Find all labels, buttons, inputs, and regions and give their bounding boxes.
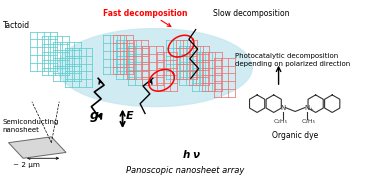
Text: Organic dye: Organic dye [272, 131, 318, 140]
Text: h: h [183, 150, 190, 160]
Text: Panoscopic nanosheet array: Panoscopic nanosheet array [126, 166, 244, 175]
Text: E: E [125, 111, 133, 121]
Text: N: N [304, 105, 310, 111]
Text: ν: ν [192, 150, 199, 160]
Text: Photocatalytic decomposition
depending on polarized direction: Photocatalytic decomposition depending o… [235, 53, 350, 67]
Text: Fast decomposition: Fast decomposition [103, 9, 187, 18]
Text: g: g [90, 109, 99, 122]
Text: C₂H₅: C₂H₅ [274, 119, 288, 124]
Text: ~ 2 μm: ~ 2 μm [13, 162, 40, 168]
Text: Slow decomposition: Slow decomposition [213, 9, 290, 18]
Text: +: + [308, 106, 313, 112]
Text: C₂H₅: C₂H₅ [302, 119, 316, 124]
Text: Semiconducting
nanosheet: Semiconducting nanosheet [3, 119, 59, 133]
Polygon shape [8, 137, 66, 158]
Text: N: N [281, 105, 286, 111]
Text: Tactoid: Tactoid [3, 21, 30, 30]
Ellipse shape [57, 29, 252, 107]
